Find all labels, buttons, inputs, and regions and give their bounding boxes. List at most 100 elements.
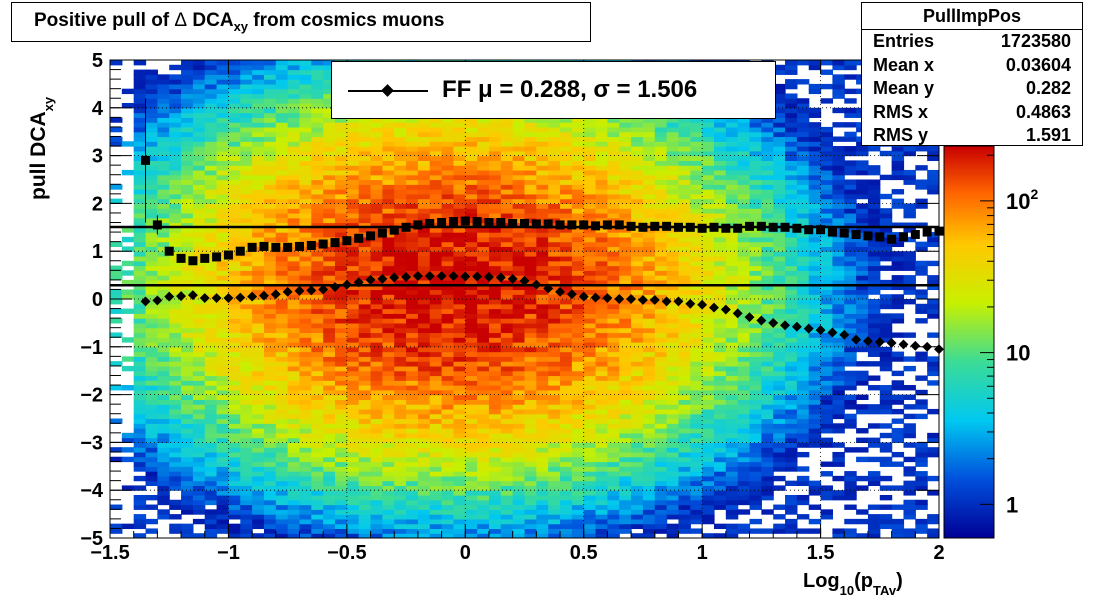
heat-cell [654, 117, 668, 123]
heat-cell [311, 60, 324, 66]
heat-cell [394, 236, 407, 243]
heat-cell [524, 442, 537, 448]
heat-cell [287, 184, 301, 190]
heat-cell [382, 428, 395, 434]
heat-cell [346, 299, 360, 305]
heat-cell [429, 260, 443, 267]
heat-cell [595, 193, 608, 200]
heat-cell [500, 356, 514, 362]
heat-cell [287, 528, 301, 534]
heat-cell [323, 308, 336, 314]
heat-cell [299, 270, 312, 276]
heat-cell [263, 241, 277, 248]
heat-cell [642, 236, 656, 243]
heat-cell [560, 408, 573, 415]
heat-cell [204, 232, 218, 238]
heat-cell [488, 126, 502, 133]
heat-cell [500, 279, 514, 286]
heat-cell [690, 471, 703, 477]
heat-cell [228, 423, 241, 429]
heat-cell [323, 389, 336, 396]
heat-cell [595, 389, 608, 396]
heat-cell [181, 241, 194, 248]
heat-cell [453, 423, 466, 429]
heat-cell [275, 98, 289, 104]
heat-cell [252, 232, 265, 238]
heat-cell [181, 423, 194, 429]
heat-cell [488, 189, 502, 195]
heat-cell [406, 332, 419, 338]
heat-cell [394, 370, 407, 377]
heat-cell [536, 189, 549, 195]
heat-cell [382, 365, 395, 372]
heat-cell [192, 193, 206, 200]
heat-cell [560, 351, 573, 357]
heat-cell [394, 461, 407, 467]
heat-cell [477, 466, 490, 472]
heat-cell [548, 179, 561, 185]
heat-cell [713, 246, 727, 252]
heat-cell [169, 389, 182, 396]
heat-cell [370, 394, 383, 400]
heat-cell [702, 236, 715, 243]
heat-cell [406, 504, 419, 510]
heat-cell [263, 126, 277, 133]
heat-cell [169, 485, 182, 491]
heat-cell [666, 289, 680, 295]
heat-cell [252, 146, 265, 152]
heat-cell [335, 518, 348, 525]
heat-cell [287, 442, 301, 448]
heat-cell [595, 322, 608, 329]
heat-cell [548, 299, 561, 305]
heat-cell [512, 385, 526, 391]
heat-cell [619, 318, 632, 324]
heat-cell [145, 275, 158, 281]
heat-cell [631, 394, 644, 400]
heat-cell [642, 380, 656, 386]
heat-cell [583, 528, 597, 534]
heat-cell [619, 351, 632, 357]
heat-cell [216, 528, 230, 534]
heat-cell [631, 475, 644, 482]
heat-cell [275, 504, 289, 510]
heat-cell [607, 222, 620, 228]
heat-cell [465, 322, 478, 329]
heat-cell [394, 499, 407, 506]
heat-cell [358, 413, 372, 420]
heat-cell [263, 260, 277, 267]
heat-cell [323, 208, 336, 214]
heat-cell [382, 346, 395, 353]
heat-cell [453, 141, 466, 147]
heat-cell [500, 523, 514, 530]
heat-cell [370, 193, 383, 200]
heat-cell [299, 471, 312, 477]
heat-cell [157, 169, 170, 176]
heat-cell [512, 351, 526, 357]
heat-cell [204, 451, 218, 458]
heat-cell [323, 471, 336, 477]
heat-cell [382, 389, 395, 396]
heat-cell [346, 399, 360, 405]
heat-cell [145, 504, 158, 510]
heat-cell [228, 69, 241, 75]
heat-cell [713, 346, 727, 353]
heat-cell [311, 289, 324, 295]
heat-cell [370, 322, 383, 329]
heat-cell [488, 299, 502, 305]
heat-cell [346, 351, 360, 357]
heat-cell [666, 160, 680, 166]
heat-cell [678, 294, 691, 300]
heat-cell [382, 284, 395, 291]
heat-cell [406, 447, 419, 453]
heat-cell [346, 528, 360, 534]
heat-cell [631, 466, 644, 472]
heat-cell [571, 284, 585, 291]
heat-cell [252, 279, 265, 286]
heat-cell [275, 514, 289, 520]
heat-cell [252, 160, 265, 166]
heat-cell [192, 327, 206, 334]
heat-cell [702, 241, 715, 248]
heat-cell [417, 217, 431, 224]
heat-cell [678, 380, 691, 386]
heat-cell [595, 126, 608, 133]
